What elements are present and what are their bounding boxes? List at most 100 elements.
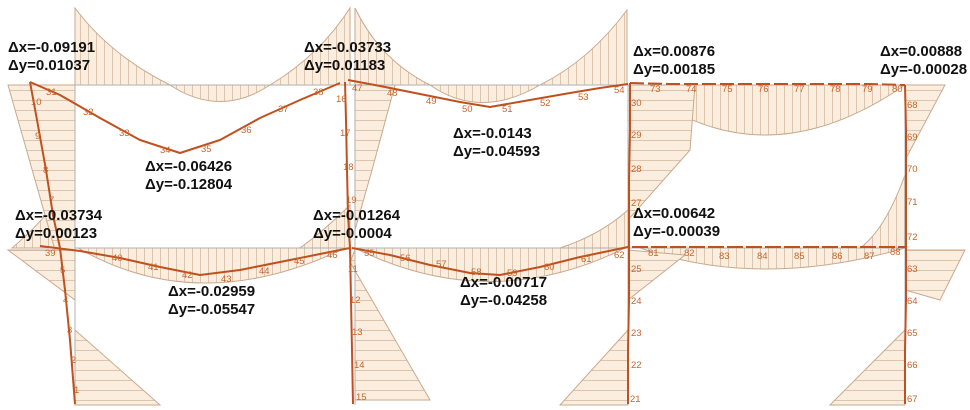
node-number-label: 86 [832, 251, 843, 262]
node-number-label: 87 [864, 251, 875, 262]
moment-beam-top-2-sagging [428, 84, 542, 103]
node-number-label: 23 [631, 328, 642, 339]
node-number-label: 14 [354, 360, 365, 371]
moment-beam-mid-1-sagging [76, 247, 346, 284]
node-number-label: 27 [631, 198, 642, 209]
displacement-dy: Δy=-0.04593 [453, 143, 540, 160]
node-number-label: 79 [862, 84, 873, 95]
node-number-label: 62 [614, 250, 625, 261]
node-number-label: 74 [686, 84, 697, 95]
node-number-label: 48 [387, 88, 398, 99]
node-number-label: 47 [352, 83, 363, 94]
displacement-dx: Δx=-0.09191 [8, 39, 95, 56]
deformed-top-beam-2 [347, 79, 629, 108]
node-number-label: 19 [346, 195, 357, 206]
displacement-dy: Δy=0.01037 [8, 57, 90, 74]
displacement-label-d3: Δx=0.00876 Δy=0.00185 [633, 43, 715, 78]
node-number-label: 49 [426, 96, 437, 107]
displacement-label-d5: Δx=-0.06426 Δy=-0.12804 [145, 158, 233, 193]
node-number-label: 17 [340, 128, 351, 139]
node-number-label: 43 [221, 274, 232, 285]
moment-beam-mid-2-hogging-right [559, 208, 629, 249]
node-number-label: 32 [83, 107, 94, 118]
displacement-label-d1: Δx=-0.09191 Δy=0.01037 [8, 39, 95, 74]
displacement-dx: Δx=-0.03734 [15, 207, 103, 224]
node-number-label: 2 [71, 355, 76, 366]
node-number-label: 75 [722, 84, 733, 95]
displacement-label-d2: Δx=-0.03733 Δy=0.01183 [304, 39, 391, 74]
node-number-label: 11 [348, 264, 358, 275]
node-number-label: 44 [259, 266, 270, 277]
node-number-label: 21 [630, 394, 641, 405]
moment-column-4-base [828, 328, 906, 406]
displacement-label-d11: Δx=-0.00717 Δy=-0.04258 [460, 274, 547, 309]
node-number-label: 22 [631, 360, 642, 371]
node-number-label: 50 [462, 104, 473, 115]
displacement-dy: Δy=-0.04258 [460, 292, 547, 309]
node-number-label: 37 [278, 104, 289, 115]
displacement-label-d6: Δx=-0.0143 Δy=-0.04593 [453, 125, 540, 160]
node-number-label: 29 [631, 130, 642, 141]
node-number-label: 12 [350, 295, 361, 306]
displacement-dx: Δx=-0.00717 [460, 274, 547, 291]
deformed-column-3 [627, 83, 631, 404]
node-number-label: 18 [343, 162, 354, 173]
node-number-label: 66 [907, 360, 918, 371]
node-number-label: 25 [631, 264, 642, 275]
displacement-dx: Δx=-0.02959 [168, 283, 255, 300]
moment-beam-mid-2-sagging [354, 247, 626, 282]
node-number-label: 15 [356, 392, 367, 403]
moment-column-1-base [74, 328, 162, 406]
node-number-label: 88 [890, 247, 901, 258]
node-number-label: 82 [684, 248, 695, 259]
node-number-label: 64 [907, 296, 918, 307]
displacement-dx: Δx=-0.0143 [453, 125, 532, 142]
node-number-label: 72 [907, 232, 918, 243]
displacement-dx: Δx=-0.06426 [145, 158, 232, 175]
node-number-label: 52 [540, 98, 551, 109]
node-number-label: 68 [907, 100, 918, 111]
deformed-mid-beam-1 [39, 245, 351, 276]
displacement-dx: Δx=0.00888 [880, 43, 962, 60]
node-number-label: 4 [63, 295, 68, 306]
displacement-label-d4: Δx=0.00888 Δy=-0.00028 [880, 43, 967, 78]
displacement-labels: Δx=-0.09191 Δy=0.01037 Δx=-0.03733 Δy=0.011… [8, 39, 967, 318]
node-number-label: 58 [471, 267, 482, 278]
node-number-label: 28 [631, 164, 642, 175]
displacement-dy: Δy=-0.00039 [633, 223, 720, 240]
node-number-label: 45 [294, 256, 305, 267]
node-number-label: 13 [352, 327, 363, 338]
node-number-label: 40 [112, 253, 123, 264]
node-number-label: 81 [648, 248, 659, 259]
node-number-label: 46 [327, 250, 338, 261]
node-number-label: 65 [907, 328, 918, 339]
node-number-label: 24 [631, 296, 642, 307]
node-number-label: 30 [631, 98, 642, 109]
node-number-label: 83 [719, 251, 730, 262]
node-number-label: 63 [907, 264, 918, 275]
moment-column-4-lower [904, 249, 966, 301]
node-number-label: 5 [60, 265, 65, 276]
deformed-top-beam-3 [629, 82, 906, 86]
column-moment-diagrams [6, 84, 966, 406]
displacement-dy: Δy=0.00123 [15, 225, 97, 242]
node-number-label: 85 [794, 251, 805, 262]
node-number-label: 61 [581, 254, 592, 265]
displacement-label-d7: Δx=-0.03734 Δy=0.00123 [15, 207, 103, 242]
displacement-dx: Δx=-0.01264 [313, 207, 401, 224]
displacement-dy: Δy=-0.00028 [880, 61, 967, 78]
node-number-label: 36 [241, 125, 252, 136]
node-number-label: 70 [907, 164, 918, 175]
node-number-label: 56 [400, 253, 411, 264]
displacement-dy: Δy=0.01183 [304, 57, 385, 74]
node-number-label: 31 [46, 87, 57, 98]
moment-beam-top-1-sagging [168, 84, 272, 102]
node-number-label: 84 [757, 251, 768, 262]
deformed-column-1 [29, 81, 76, 405]
node-number-label: 57 [436, 259, 447, 270]
node-number-label: 69 [907, 132, 918, 143]
node-number-label: 77 [794, 84, 805, 95]
moment-column-3-base [558, 328, 629, 406]
node-number-label: 59 [507, 268, 518, 279]
